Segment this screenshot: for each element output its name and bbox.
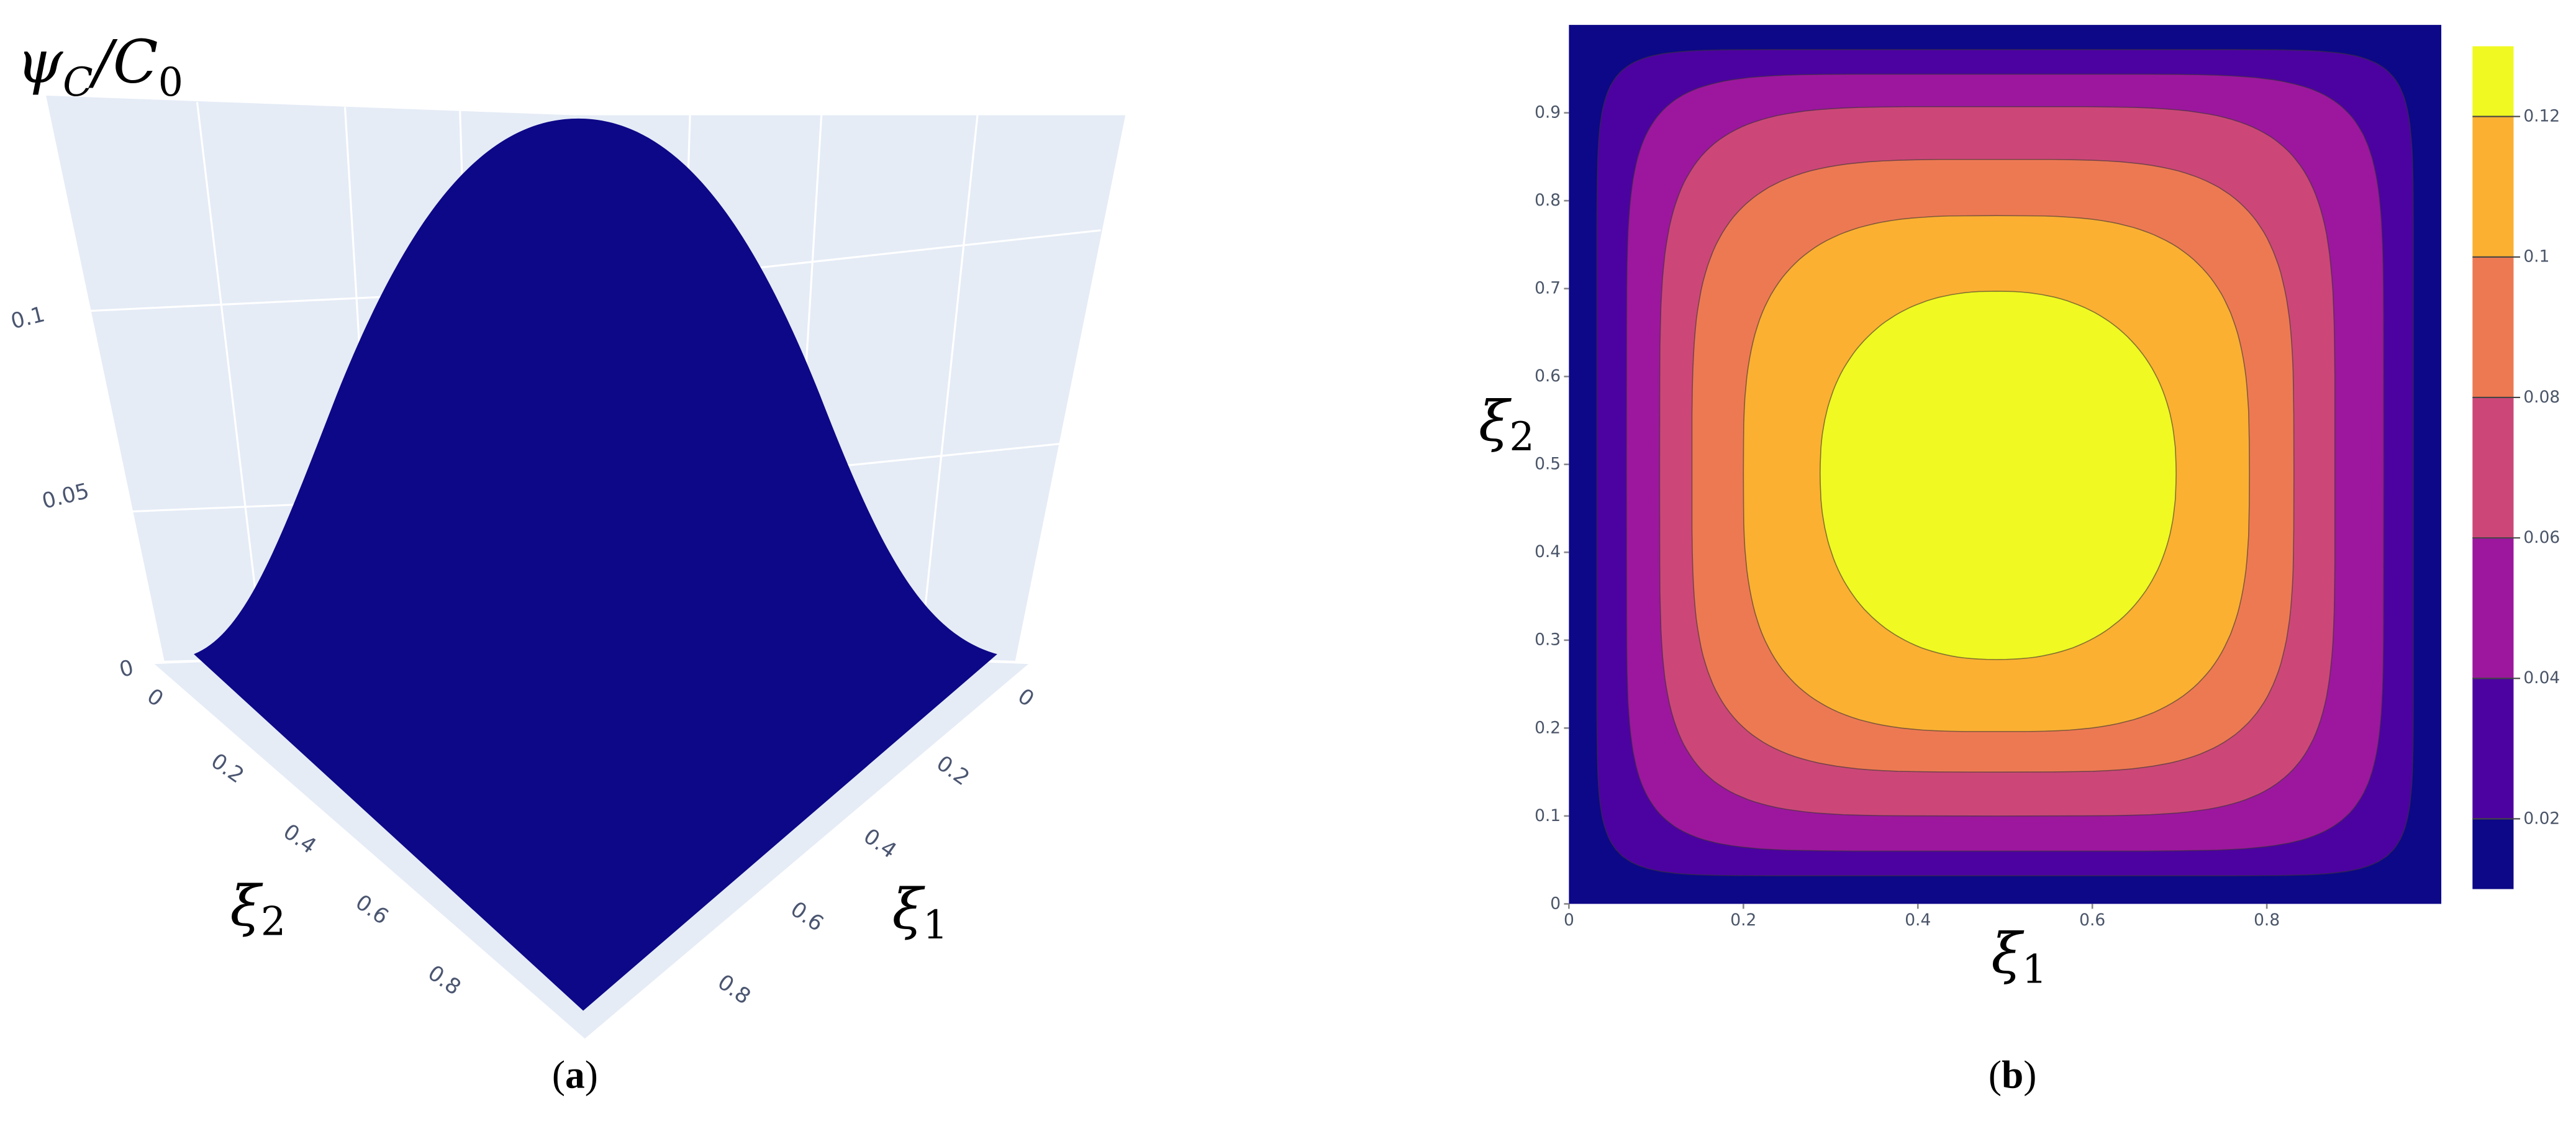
- contour-plot: 0 0.2 0.4 0.6 0.8 0 0.1 0.2 0.3 0.4 0.5 0.6 0.7 0.8 0.…: [1535, 25, 2560, 930]
- z-tick-label: 0: [117, 655, 136, 683]
- contour-x-label: ξ1: [1991, 922, 2047, 992]
- label-part: ξ: [1991, 922, 2025, 986]
- colorbar-segment: [2472, 678, 2514, 819]
- colorbar-segment: [2472, 46, 2514, 117]
- x-tick-label: 0: [1013, 684, 1038, 712]
- caption-part: a: [565, 1053, 585, 1097]
- label-part: ψ: [16, 29, 63, 97]
- caption-part: b: [2002, 1053, 2023, 1097]
- x-tick-label: 0.8: [2254, 910, 2280, 930]
- caption-part: ): [2023, 1053, 2036, 1097]
- label-part: /C: [88, 29, 158, 97]
- colorbar-tick-label: 0.04: [2523, 668, 2560, 688]
- y-tick-label: 0: [1550, 894, 1561, 913]
- y-tick-label: 0.9: [1535, 103, 1561, 122]
- y-tick-label: 0.1: [1535, 806, 1561, 825]
- y-tick-label: 0.7: [1535, 279, 1561, 298]
- x-tick-label: 0.6: [2079, 910, 2105, 930]
- y-tick-label: 0: [142, 684, 168, 712]
- z-tick-label: 0.05: [40, 479, 92, 514]
- label-part: 0: [158, 59, 183, 105]
- colorbar-segment: [2472, 256, 2514, 397]
- label-part: 2: [261, 899, 286, 945]
- label-part: 2: [1509, 414, 1534, 460]
- y-tick-label: 0.8: [1535, 191, 1561, 210]
- caption: (a): [552, 1053, 598, 1097]
- x-tick-label: 0.4: [1905, 910, 1931, 930]
- label-part: 1: [923, 902, 948, 948]
- colorbar-tick-label: 0.02: [2523, 809, 2560, 828]
- y-tick-label: 0.3: [1535, 630, 1561, 650]
- x-tick-label: 0: [1564, 910, 1574, 930]
- y-tick-label: 0.6: [351, 890, 393, 930]
- colorbar-segment: [2472, 538, 2514, 679]
- caption-part: (: [552, 1053, 565, 1097]
- caption-part: ): [585, 1053, 598, 1097]
- y-tick-label: 0.4: [1535, 542, 1561, 561]
- label-part: ξ: [892, 878, 925, 942]
- label-part: C: [63, 59, 93, 105]
- colorbar-tick-label: 0.06: [2523, 528, 2560, 547]
- colorbar-tick-label: 0.08: [2523, 388, 2560, 407]
- y-tick-label: 0.2: [1535, 718, 1561, 737]
- caption: (b): [1989, 1053, 2037, 1097]
- y-tick-label: 0.5: [1535, 455, 1561, 474]
- contour-y-label: ξ2: [1479, 389, 1535, 460]
- z-tick-label: 0.1: [9, 302, 48, 334]
- y-tick-label: 0.2: [206, 748, 248, 788]
- x-tick-label: 0.4: [859, 824, 901, 863]
- colorbar-tick-label: 0.12: [2523, 107, 2560, 126]
- colorbar-segment: [2472, 116, 2514, 257]
- surface-shade: [194, 542, 997, 1011]
- colorbar-segment: [2472, 819, 2514, 889]
- label-part: 1: [2022, 946, 2047, 992]
- colorbar-segment: [2472, 397, 2514, 538]
- surface: [194, 118, 997, 1011]
- z-axis-label: ψC/C0: [16, 29, 183, 105]
- y-tick-label: 0.4: [279, 819, 321, 859]
- x-tick-label: 0.8: [713, 969, 755, 1009]
- caption-part: (: [1989, 1053, 2002, 1097]
- x-tick-label: 0.2: [932, 751, 974, 791]
- x-tick-label: 0.6: [786, 897, 828, 937]
- y-tick-label: 0.6: [1535, 366, 1561, 386]
- label-part: ξ: [1479, 389, 1512, 454]
- contour-region: [1820, 291, 2177, 660]
- label-part: ξ: [230, 874, 263, 939]
- y-tick-label: 0.8: [423, 961, 465, 1001]
- y-axis-label: ξ2: [230, 874, 286, 945]
- x-tick-label: 0.2: [1730, 910, 1756, 930]
- colorbar-tick-label: 0.1: [2523, 247, 2549, 266]
- x-axis-label: ξ1: [892, 878, 948, 948]
